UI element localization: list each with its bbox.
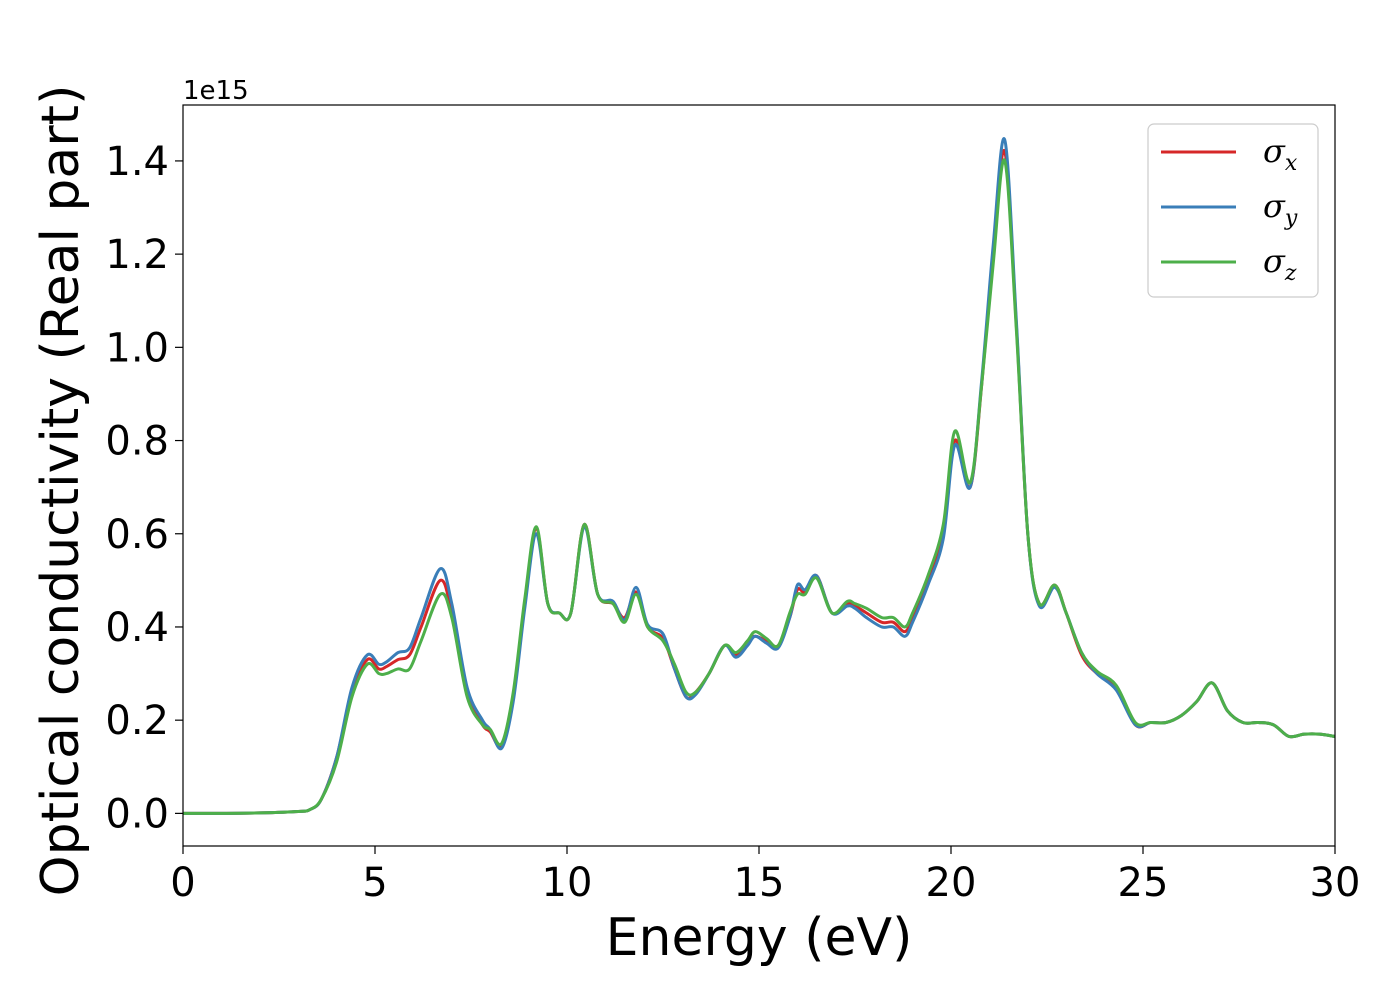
y-tick-label: 0.8: [105, 419, 169, 465]
y-axis-ticks: 0.0 0.2 0.4 0.6 0.8 1.0 1.2 1.4: [105, 139, 183, 837]
x-tick-label: 30: [1310, 860, 1361, 906]
x-axis-title: Energy (eV): [606, 908, 913, 968]
x-tick-label: 25: [1118, 860, 1169, 906]
series-line-z: [183, 158, 1335, 815]
x-axis-ticks: 0 5 10 15 20 25 30: [170, 846, 1360, 906]
x-tick-label: 20: [926, 860, 977, 906]
x-tick-label: 5: [362, 860, 387, 906]
legend-box: [1147, 123, 1319, 298]
y-axis-title: Optical conductivity (Real part): [31, 85, 91, 897]
plot-lines: [183, 137, 1335, 815]
y-tick-label: 1.4: [105, 139, 169, 185]
y-tick-label: 1.0: [105, 325, 169, 371]
x-tick-label: 0: [170, 860, 195, 906]
y-tick-label: 0.2: [105, 698, 169, 744]
x-tick-label: 10: [542, 860, 593, 906]
x-tick-label: 15: [734, 860, 785, 906]
y-tick-label: 1.2: [105, 232, 169, 278]
y-axis-offset-label: 1e15: [183, 76, 249, 106]
y-tick-label: 0.6: [105, 512, 169, 558]
y-tick-label: 0.0: [105, 791, 169, 837]
y-tick-label: 0.4: [105, 605, 169, 651]
